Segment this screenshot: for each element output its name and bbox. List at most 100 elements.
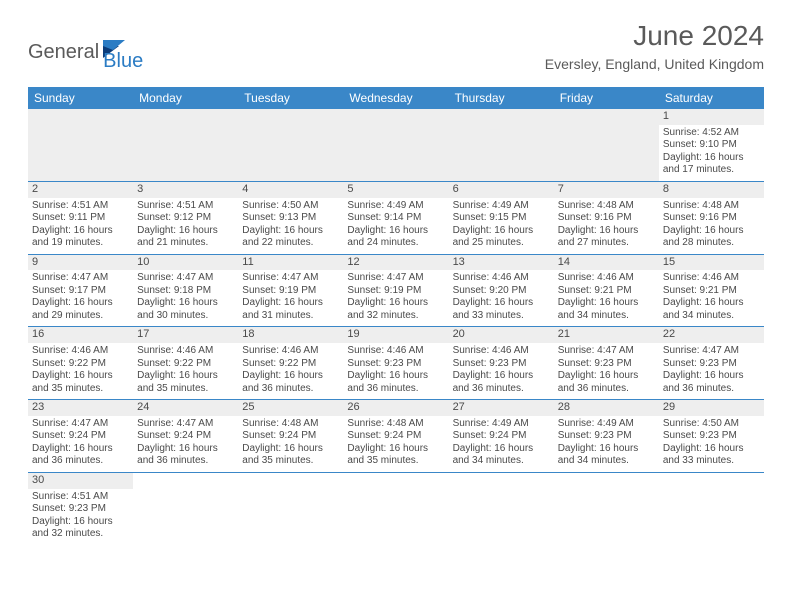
day-content: Sunrise: 4:51 AMSunset: 9:12 PMDaylight:… [137,200,234,250]
calendar-row: 2Sunrise: 4:51 AMSunset: 9:11 PMDaylight… [28,182,764,255]
calendar-cell-day-13: 13Sunrise: 4:46 AMSunset: 9:20 PMDayligh… [449,255,554,327]
day-content: Sunrise: 4:49 AMSunset: 9:14 PMDaylight:… [347,200,444,250]
day-number: 19 [343,327,448,343]
sunset-line: Sunset: 9:24 PM [242,430,339,443]
sunrise-line: Sunrise: 4:46 AM [137,345,234,358]
day-content: Sunrise: 4:48 AMSunset: 9:16 PMDaylight:… [558,200,655,250]
calendar-cell-day-27: 27Sunrise: 4:49 AMSunset: 9:24 PMDayligh… [449,400,554,472]
sunrise-line: Sunrise: 4:50 AM [242,200,339,213]
day-number: 7 [554,182,659,198]
calendar-cell-empty [133,109,238,181]
sunrise-line: Sunrise: 4:47 AM [137,418,234,431]
day-content: Sunrise: 4:47 AMSunset: 9:18 PMDaylight:… [137,272,234,322]
calendar-body: 1Sunrise: 4:52 AMSunset: 9:10 PMDaylight… [28,109,764,545]
day-number: 23 [28,400,133,416]
sunset-line: Sunset: 9:17 PM [32,285,129,298]
sunset-line: Sunset: 9:18 PM [137,285,234,298]
sunrise-line: Sunrise: 4:47 AM [32,418,129,431]
day-number: 22 [659,327,764,343]
day-content: Sunrise: 4:49 AMSunset: 9:24 PMDaylight:… [453,418,550,468]
day-content: Sunrise: 4:49 AMSunset: 9:15 PMDaylight:… [453,200,550,250]
sunrise-line: Sunrise: 4:47 AM [347,272,444,285]
calendar-cell-day-21: 21Sunrise: 4:47 AMSunset: 9:23 PMDayligh… [554,327,659,399]
day-content: Sunrise: 4:47 AMSunset: 9:19 PMDaylight:… [242,272,339,322]
calendar-cell-day-22: 22Sunrise: 4:47 AMSunset: 9:23 PMDayligh… [659,327,764,399]
weekday-header-monday: Monday [133,87,238,109]
daylight-line: Daylight: 16 hours and 34 minutes. [453,443,550,468]
day-number: 25 [238,400,343,416]
daylight-line: Daylight: 16 hours and 35 minutes. [347,443,444,468]
weekday-header-wednesday: Wednesday [343,87,448,109]
calendar-cell-empty [554,109,659,181]
calendar-cell-day-7: 7 Sunrise: 4:48 AMSunset: 9:16 PMDaylight… [554,182,659,254]
day-number: 20 [449,327,554,343]
sunset-line: Sunset: 9:24 PM [347,430,444,443]
weekday-header-sunday: Sunday [28,87,133,109]
calendar-cell-day-4: 4Sunrise: 4:50 AMSunset: 9:13 PMDaylight… [238,182,343,254]
sunrise-line: Sunrise: 4:48 AM [242,418,339,431]
daylight-line: Daylight: 16 hours and 34 minutes. [558,443,655,468]
sunset-line: Sunset: 9:23 PM [558,358,655,371]
sunrise-line: Sunrise: 4:49 AM [347,200,444,213]
daylight-line: Daylight: 16 hours and 35 minutes. [137,370,234,395]
day-number: 16 [28,327,133,343]
logo-text-general: General [28,41,99,64]
calendar-row: 16Sunrise: 4:46 AMSunset: 9:22 PMDayligh… [28,327,764,400]
weekday-header-thursday: Thursday [449,87,554,109]
daylight-line: Daylight: 16 hours and 36 minutes. [558,370,655,395]
calendar-cell-day-2: 2Sunrise: 4:51 AMSunset: 9:11 PMDaylight… [28,182,133,254]
sunrise-line: Sunrise: 4:47 AM [663,345,760,358]
day-content: Sunrise: 4:46 AMSunset: 9:22 PMDaylight:… [137,345,234,395]
calendar-cell-day-18: 18Sunrise: 4:46 AMSunset: 9:22 PMDayligh… [238,327,343,399]
calendar-cell-day-29: 29Sunrise: 4:50 AMSunset: 9:23 PMDayligh… [659,400,764,472]
sunrise-line: Sunrise: 4:51 AM [32,491,129,504]
sunrise-line: Sunrise: 4:51 AM [32,200,129,213]
sunrise-line: Sunrise: 4:48 AM [347,418,444,431]
sunrise-line: Sunrise: 4:46 AM [347,345,444,358]
day-number: 3 [133,182,238,198]
day-content: Sunrise: 4:47 AMSunset: 9:24 PMDaylight:… [137,418,234,468]
daylight-line: Daylight: 16 hours and 32 minutes. [32,516,129,541]
daylight-line: Daylight: 16 hours and 32 minutes. [347,297,444,322]
calendar-cell-day-14: 14Sunrise: 4:46 AMSunset: 9:21 PMDayligh… [554,255,659,327]
daylight-line: Daylight: 16 hours and 25 minutes. [453,225,550,250]
sunset-line: Sunset: 9:12 PM [137,212,234,225]
calendar-cell-empty [449,473,554,545]
calendar-cell-day-6: 6Sunrise: 4:49 AMSunset: 9:15 PMDaylight… [449,182,554,254]
calendar-cell-day-8: 8Sunrise: 4:48 AMSunset: 9:16 PMDaylight… [659,182,764,254]
daylight-line: Daylight: 16 hours and 21 minutes. [137,225,234,250]
daylight-line: Daylight: 16 hours and 19 minutes. [32,225,129,250]
daylight-line: Daylight: 16 hours and 24 minutes. [347,225,444,250]
sunrise-line: Sunrise: 4:47 AM [242,272,339,285]
daylight-line: Daylight: 16 hours and 28 minutes. [663,225,760,250]
sunrise-line: Sunrise: 4:48 AM [558,200,655,213]
calendar-row: 9 Sunrise: 4:47 AM Sunset: 9:17 PM Daylight… [28,255,764,328]
sunset-line: Sunset: 9:24 PM [32,430,129,443]
sunset-line: Sunset: 9:21 PM [558,285,655,298]
daylight-line: Daylight: 16 hours and 35 minutes. [242,443,339,468]
daylight-line: Daylight: 16 hours and 31 minutes. [242,297,339,322]
sunrise-line: Sunrise: 4:46 AM [242,345,339,358]
sunrise-line: Sunrise: 4:49 AM [453,418,550,431]
calendar-cell-day-16: 16Sunrise: 4:46 AMSunset: 9:22 PMDayligh… [28,327,133,399]
sunset-line: Sunset: 9:23 PM [32,503,129,516]
title-block: June 2024 Eversley, England, United King… [545,20,764,72]
day-content: Sunrise: 4:47 AMSunset: 9:19 PMDaylight:… [347,272,444,322]
calendar-cell-day-10: 10Sunrise: 4:47 AMSunset: 9:18 PMDayligh… [133,255,238,327]
sunset-line: Sunset: 9:23 PM [347,358,444,371]
calendar-cell-day-17: 17 Sunrise: 4:46 AMSunset: 9:22 PMDayligh… [133,327,238,399]
calendar-cell-day-19: 19Sunrise: 4:46 AMSunset: 9:23 PMDayligh… [343,327,448,399]
calendar-cell-day-23: 23 Sunrise: 4:47 AMSunset: 9:24 PMDayligh… [28,400,133,472]
day-number: 10 [133,255,238,271]
day-number: 9 [28,255,133,271]
sunset-line: Sunset: 9:16 PM [663,212,760,225]
sunset-line: Sunset: 9:23 PM [663,430,760,443]
daylight-line: Daylight: 16 hours and 36 minutes. [32,443,129,468]
day-number: 17 [133,327,238,343]
weekday-header-saturday: Saturday [659,87,764,109]
calendar-cell-empty [554,473,659,545]
sunrise-line: Sunrise: 4:50 AM [663,418,760,431]
calendar-cell-empty [343,109,448,181]
day-content: Sunrise: 4:50 AMSunset: 9:13 PMDaylight:… [242,200,339,250]
calendar-cell-empty [28,109,133,181]
